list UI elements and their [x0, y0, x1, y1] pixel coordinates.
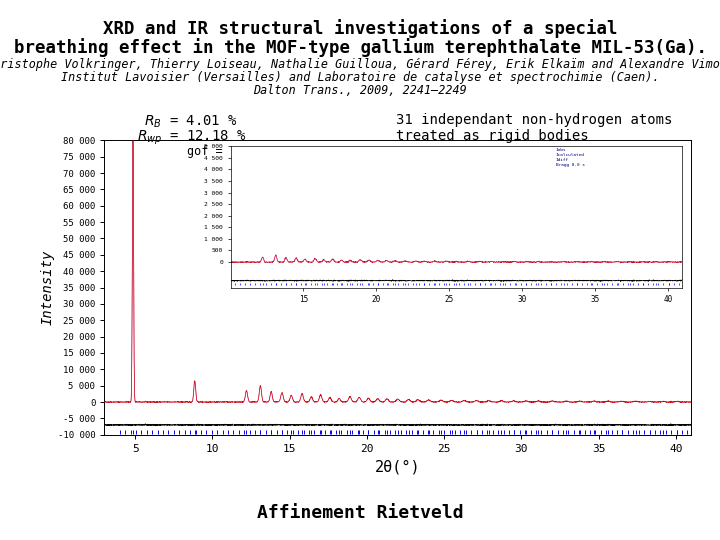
Text: $R_{wp}$ = 12.18 %: $R_{wp}$ = 12.18 %	[137, 129, 246, 147]
X-axis label: 2θ(°): 2θ(°)	[375, 460, 420, 474]
Text: c =  6.68117(9) Å: c = 6.68117(9) Å	[374, 217, 510, 230]
Text: Dalton Trans., 2009, 2241–2249: Dalton Trans., 2009, 2241–2249	[253, 84, 467, 97]
Text: treated as rigid bodies: treated as rigid bodies	[396, 129, 589, 143]
Text: 31 independant non-hydrogen atoms: 31 independant non-hydrogen atoms	[396, 113, 672, 127]
Text: V =  1938.85(7) Å³: V = 1938.85(7) Å³	[374, 273, 518, 286]
Text: $R_B$ = 4.01 %: $R_B$ = 4.01 %	[144, 113, 238, 130]
Text: β=  103.7936(8) °: β= 103.7936(8) °	[374, 245, 510, 258]
Text: Affinement Rietveld: Affinement Rietveld	[257, 504, 463, 522]
Y-axis label: Intensity: Intensity	[41, 250, 55, 325]
Text: b =  15.16417(4) Å: b = 15.16417(4) Å	[374, 189, 518, 202]
Text: Institut Lavoisier (Versailles) and Laboratoire de catalyse et spectrochimie (Ca: Institut Lavoisier (Versailles) and Labo…	[60, 71, 660, 84]
Text: gof = 1.94: gof = 1.94	[186, 145, 258, 158]
Text: S.G. : $P2_1/c$: S.G. : $P2_1/c$	[536, 161, 628, 176]
Text: XRD and IR structural investigations of a special: XRD and IR structural investigations of …	[103, 19, 617, 38]
Text: breathing effect in the MOF-type gallium terephthalate MIL-53(Ga).: breathing effect in the MOF-type gallium…	[14, 38, 706, 57]
Text: Christophe Volkringer, Thierry Loiseau, Nathalie Guilloua, Gérard Férey, Erik El: Christophe Volkringer, Thierry Loiseau, …	[0, 58, 720, 71]
Text: a =  19.7053(2) Å: a = 19.7053(2) Å	[374, 161, 510, 174]
